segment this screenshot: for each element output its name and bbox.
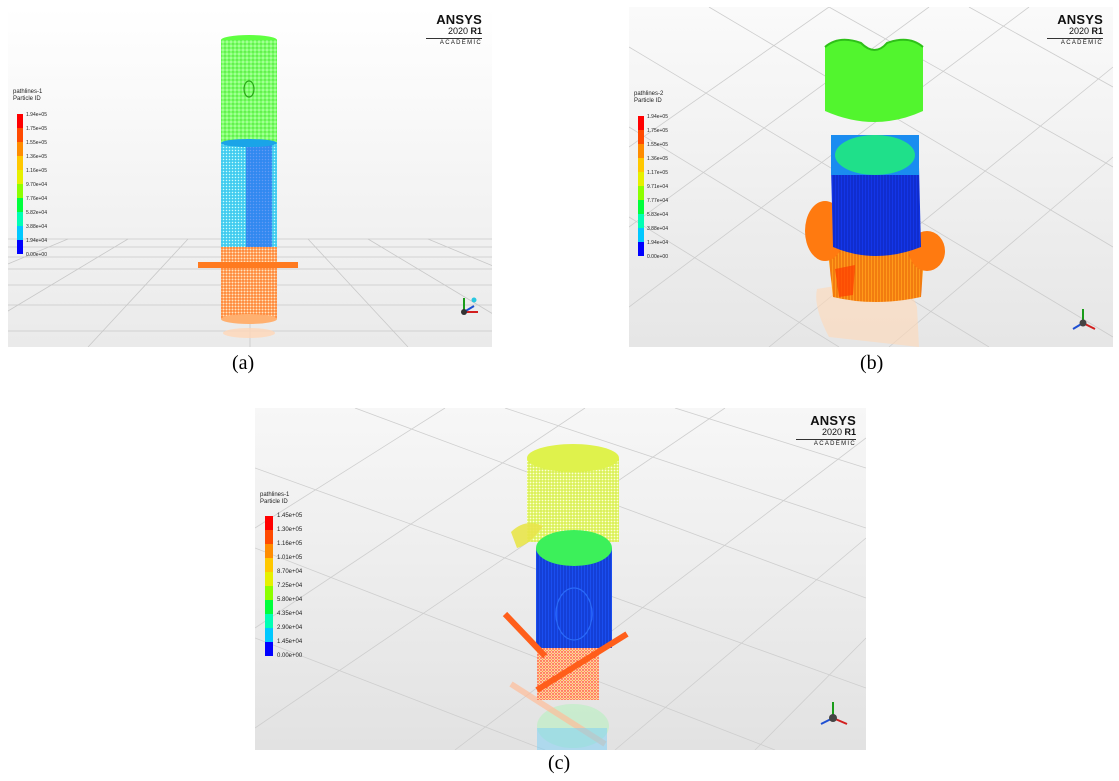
legend-tick: 9.71e+04 xyxy=(647,184,668,190)
legend-colorbar xyxy=(638,116,644,256)
ansys-logo: ANSYS 2020 R1 ACADEMIC xyxy=(1047,13,1103,47)
legend-tick: 1.01e+05 xyxy=(277,555,303,561)
caption-b: (b) xyxy=(860,352,884,374)
legend-tick: 1.30e+05 xyxy=(277,527,303,533)
legend-tick: 0.00e+00 xyxy=(647,254,668,260)
viewport-a[interactable]: pathlines-1 Particle ID 1.94e+05 1.75e+05… xyxy=(8,7,492,347)
ansys-logo: ANSYS 2020 R1 ACADEMIC xyxy=(426,13,482,47)
legend-tick: 1.94e+04 xyxy=(26,238,47,244)
pathline-visualization xyxy=(502,444,629,750)
legend-tick: 4.35e+04 xyxy=(277,611,303,617)
pathline-visualization xyxy=(805,38,945,347)
viewport-b[interactable]: pathlines-2 Particle ID 1.94e+05 1.75e+05… xyxy=(629,7,1113,347)
legend-tick: 1.45e+05 xyxy=(277,513,303,519)
legend-tick: 3.88e+04 xyxy=(647,226,668,232)
legend-tick: 7.25e+04 xyxy=(277,583,303,589)
legend-tick: 2.90e+04 xyxy=(277,625,303,631)
legend-tick: 1.36e+05 xyxy=(647,156,668,162)
legend-tick: 1.16e+05 xyxy=(277,541,303,547)
legend-tick: 1.94e+04 xyxy=(647,240,668,246)
pathline-visualization xyxy=(198,35,298,338)
viewport-c[interactable]: pathlines-1 Particle ID 1.45e+05 1.30e+05… xyxy=(255,408,866,750)
legend-tick: 0.00e+00 xyxy=(26,252,47,258)
legend-tick: 1.75e+05 xyxy=(26,126,47,132)
legend-tick: 1.17e+05 xyxy=(647,170,668,176)
legend-tick: 7.77e+04 xyxy=(647,198,668,204)
legend-tick: 5.82e+04 xyxy=(26,210,47,216)
axis-triad-icon[interactable] xyxy=(452,290,486,324)
legend-tick: 1.75e+05 xyxy=(647,128,668,134)
legend-tick: 1.16e+05 xyxy=(26,168,47,174)
legend-tick: 3.88e+04 xyxy=(26,224,47,230)
legend-tick: 1.94e+05 xyxy=(26,112,47,118)
legend-tick: 8.70e+04 xyxy=(277,569,303,575)
ansys-logo: ANSYS 2020 R1 ACADEMIC xyxy=(796,414,856,448)
legend-tick: 1.45e+04 xyxy=(277,639,303,645)
legend-tick: 7.76e+04 xyxy=(26,196,47,202)
axis-triad-icon[interactable] xyxy=(817,696,857,736)
legend-tick: 1.94e+05 xyxy=(647,114,668,120)
legend-colorbar xyxy=(17,114,23,254)
legend-tick: 0.00e+00 xyxy=(277,653,303,659)
legend-title: pathlines-1 Particle ID xyxy=(13,89,43,102)
legend-title: pathlines-1 Particle ID xyxy=(260,492,290,505)
legend-title: pathlines-2 Particle ID xyxy=(634,91,664,104)
legend-tick: 5.83e+04 xyxy=(647,212,668,218)
legend-tick: 1.55e+05 xyxy=(26,140,47,146)
legend-colorbar xyxy=(265,516,273,656)
legend-tick: 1.55e+05 xyxy=(647,142,668,148)
caption-a: (a) xyxy=(232,352,255,374)
legend-tick: 9.70e+04 xyxy=(26,182,47,188)
caption-c: (c) xyxy=(548,752,571,774)
legend-tick: 1.36e+05 xyxy=(26,154,47,160)
axis-triad-icon[interactable] xyxy=(1069,303,1105,339)
legend-tick: 5.80e+04 xyxy=(277,597,303,603)
